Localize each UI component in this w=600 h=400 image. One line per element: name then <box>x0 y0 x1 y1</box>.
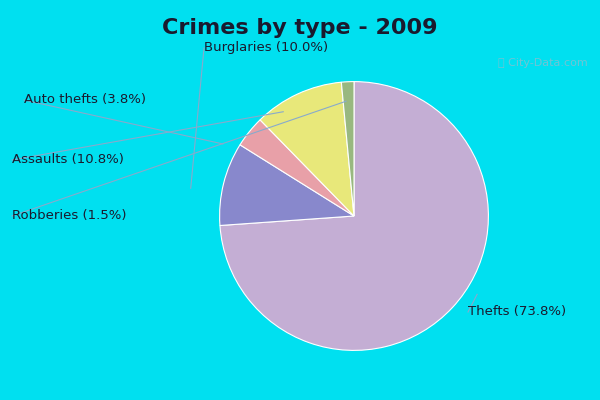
Text: Assaults (10.8%): Assaults (10.8%) <box>12 154 124 166</box>
Text: ⓘ City-Data.com: ⓘ City-Data.com <box>498 58 588 68</box>
Text: Auto thefts (3.8%): Auto thefts (3.8%) <box>24 94 146 106</box>
Wedge shape <box>220 82 488 350</box>
Wedge shape <box>260 82 354 216</box>
Wedge shape <box>341 82 354 216</box>
Wedge shape <box>220 145 354 226</box>
Wedge shape <box>240 120 354 216</box>
Text: Crimes by type - 2009: Crimes by type - 2009 <box>162 18 438 38</box>
Text: Robberies (1.5%): Robberies (1.5%) <box>12 210 127 222</box>
Text: Thefts (73.8%): Thefts (73.8%) <box>468 306 566 318</box>
Text: Burglaries (10.0%): Burglaries (10.0%) <box>204 42 328 54</box>
